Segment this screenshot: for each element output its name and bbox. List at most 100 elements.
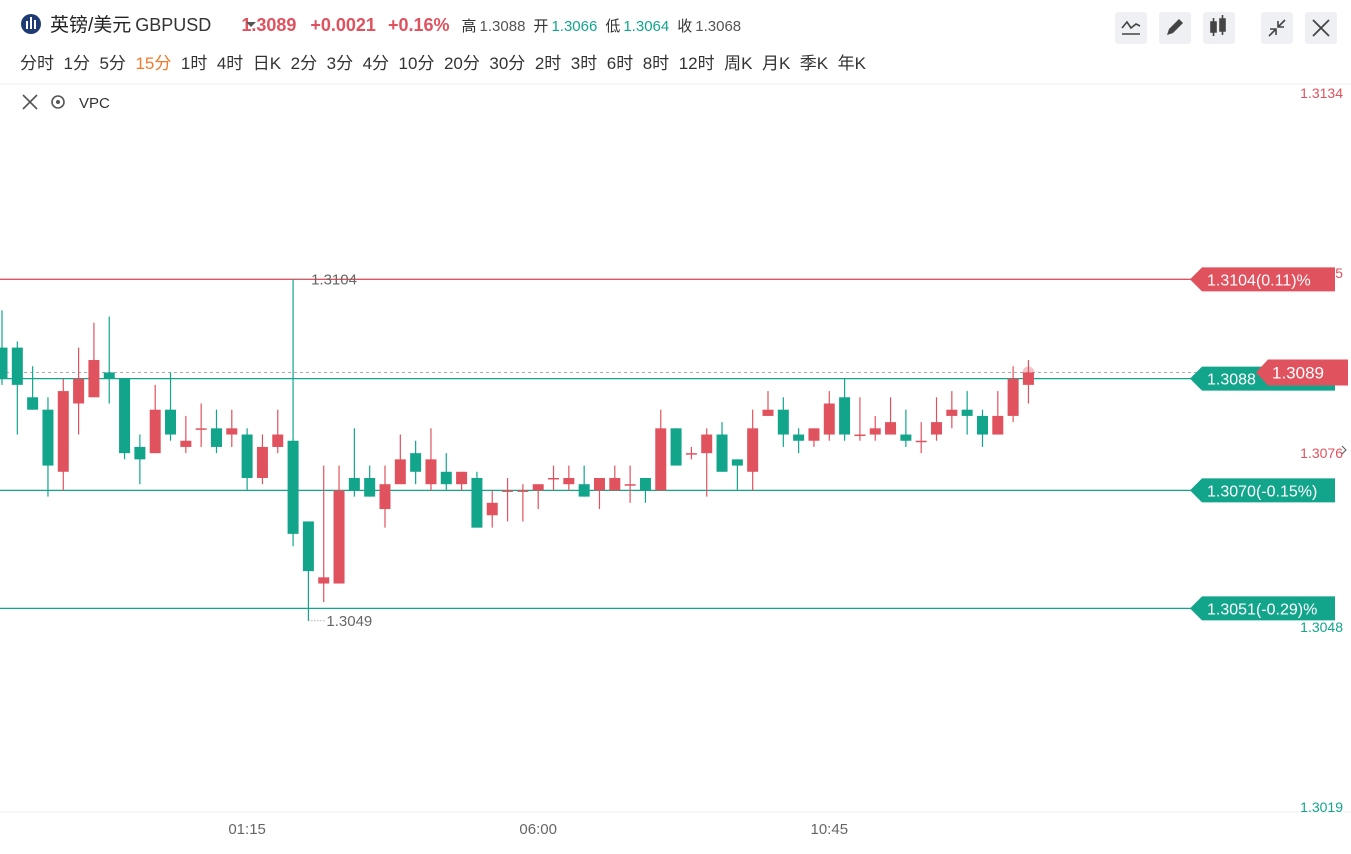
settings-icon[interactable]	[51, 95, 65, 109]
candle-body	[57, 391, 69, 472]
candle-body	[854, 434, 866, 437]
period-tab[interactable]: 年K	[838, 54, 867, 73]
change-pct: +0.16%	[388, 15, 450, 35]
icon	[1167, 19, 1183, 35]
stat-label: 低	[605, 18, 620, 35]
level-label: 1.3088	[1207, 372, 1256, 389]
candle-body	[11, 347, 23, 385]
period-tab[interactable]: 12时	[679, 54, 715, 73]
candle-body	[548, 477, 560, 480]
scroll-arrow[interactable]	[1341, 445, 1347, 455]
candle-body	[364, 477, 376, 497]
candle-body	[486, 502, 498, 516]
period-tab[interactable]: 月K	[762, 54, 791, 73]
candle-body	[609, 477, 621, 491]
candle-body	[655, 428, 667, 491]
icon	[1268, 19, 1286, 37]
x-tick-label: 06:00	[519, 821, 557, 838]
period-tab[interactable]: 3分	[327, 54, 353, 73]
candle-body	[716, 434, 728, 472]
candle-type-button[interactable]	[1203, 12, 1235, 44]
toolbar	[1115, 12, 1337, 44]
period-tab[interactable]: 2分	[291, 54, 317, 73]
candle-body	[226, 428, 238, 435]
candle-body	[517, 490, 529, 492]
candle-body	[287, 440, 299, 534]
stat-value: 1.3088	[480, 18, 526, 35]
candle-body	[440, 471, 452, 485]
period-tab[interactable]: 3时	[571, 54, 597, 73]
x-tick-label: 01:15	[228, 821, 266, 838]
period-tab[interactable]: 8时	[643, 54, 669, 73]
x-tick-label: 10:45	[811, 821, 849, 838]
period-tab[interactable]: 分时	[20, 54, 54, 73]
period-tab[interactable]: 4分	[363, 54, 389, 73]
period-tabs: 分时 1分 5分 15分 1时 4时 日K 2分 3分 4分 10分 20分 30分 2时 3时 6时 8时 12…	[20, 54, 867, 73]
candle-body	[992, 415, 1004, 435]
candle-body	[195, 428, 207, 430]
candle-body	[731, 459, 743, 466]
candle-body	[502, 490, 514, 492]
candle-body	[119, 378, 131, 454]
stat-value: 1.3066	[551, 18, 597, 35]
candle-body	[823, 403, 835, 435]
candle-body	[318, 577, 330, 584]
candle-body	[931, 422, 943, 435]
logo	[21, 14, 41, 34]
candle-body	[915, 440, 927, 443]
candle-body	[425, 459, 437, 485]
period-tab[interactable]: 30分	[489, 54, 525, 73]
period-tab[interactable]: 季K	[800, 54, 829, 73]
candle-body	[456, 471, 468, 485]
stat-value: 1.3068	[695, 18, 741, 35]
level-label: 1.3104(0.11)%	[1207, 272, 1311, 289]
candle-body	[272, 434, 284, 447]
dropdown-arrow[interactable]	[246, 22, 256, 27]
candle-body	[256, 446, 268, 478]
period-tab[interactable]: 15分	[135, 54, 171, 73]
period-tab[interactable]: 6时	[607, 54, 633, 73]
header: 英镑/美元 GBPUSD 1.3089 +0.0021 +0.16% 高 1.3088 开 1.…	[50, 14, 741, 36]
candle-body	[685, 453, 697, 455]
y-tick-label: 1.3019	[1300, 799, 1343, 815]
stat-value: 1.3064	[623, 18, 669, 35]
annotation-label: 1.3104	[311, 271, 357, 288]
candle-body	[946, 409, 958, 416]
candle-body	[103, 372, 115, 379]
period-tab[interactable]: 周K	[724, 54, 753, 73]
candle-body	[180, 440, 192, 447]
period-tab[interactable]: 1分	[64, 54, 90, 73]
candle-body	[593, 477, 605, 491]
period-tab[interactable]: 5分	[99, 54, 125, 73]
period-tab[interactable]: 2时	[535, 54, 561, 73]
candle-body	[149, 409, 161, 454]
candle-body	[839, 397, 851, 435]
level-tag	[1190, 596, 1335, 621]
icon	[1210, 15, 1226, 36]
period-tab[interactable]: 20分	[444, 54, 480, 73]
candle-body	[134, 446, 146, 460]
candle-body	[73, 378, 85, 404]
candle-body	[747, 428, 759, 472]
price: 1.3089	[241, 15, 296, 35]
candle-body	[869, 428, 881, 435]
period-tab[interactable]: 1时	[181, 54, 207, 73]
y-tick-label: 1.3076	[1300, 445, 1343, 461]
candle-body	[976, 415, 988, 435]
candle-body	[578, 484, 590, 497]
last-price-label: 1.3089	[1272, 363, 1324, 382]
period-tab[interactable]: 日K	[253, 54, 282, 73]
collapse-button[interactable]	[1261, 12, 1293, 44]
period-tab[interactable]: 10分	[399, 54, 435, 73]
candle-body	[1022, 372, 1034, 385]
candle-body	[563, 477, 575, 485]
candle-body	[471, 477, 483, 528]
remove-indicator[interactable]	[22, 94, 38, 110]
candle-body	[793, 434, 805, 441]
last-price-glow	[1022, 366, 1035, 379]
y-tick-label: 1.3134	[1300, 85, 1343, 101]
candle-body	[410, 453, 422, 472]
period-tab[interactable]: 4时	[217, 54, 243, 73]
last-price-tag	[1256, 359, 1348, 386]
candle-body	[333, 490, 345, 584]
